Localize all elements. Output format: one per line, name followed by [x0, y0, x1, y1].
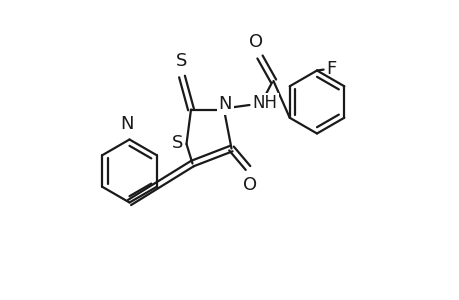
Text: NH: NH [252, 94, 277, 112]
Text: O: O [249, 33, 263, 51]
Text: S: S [172, 134, 183, 152]
Text: N: N [218, 95, 232, 113]
Text: O: O [243, 176, 257, 194]
Text: S: S [176, 52, 187, 70]
Text: N: N [120, 115, 134, 133]
Text: F: F [325, 60, 336, 78]
